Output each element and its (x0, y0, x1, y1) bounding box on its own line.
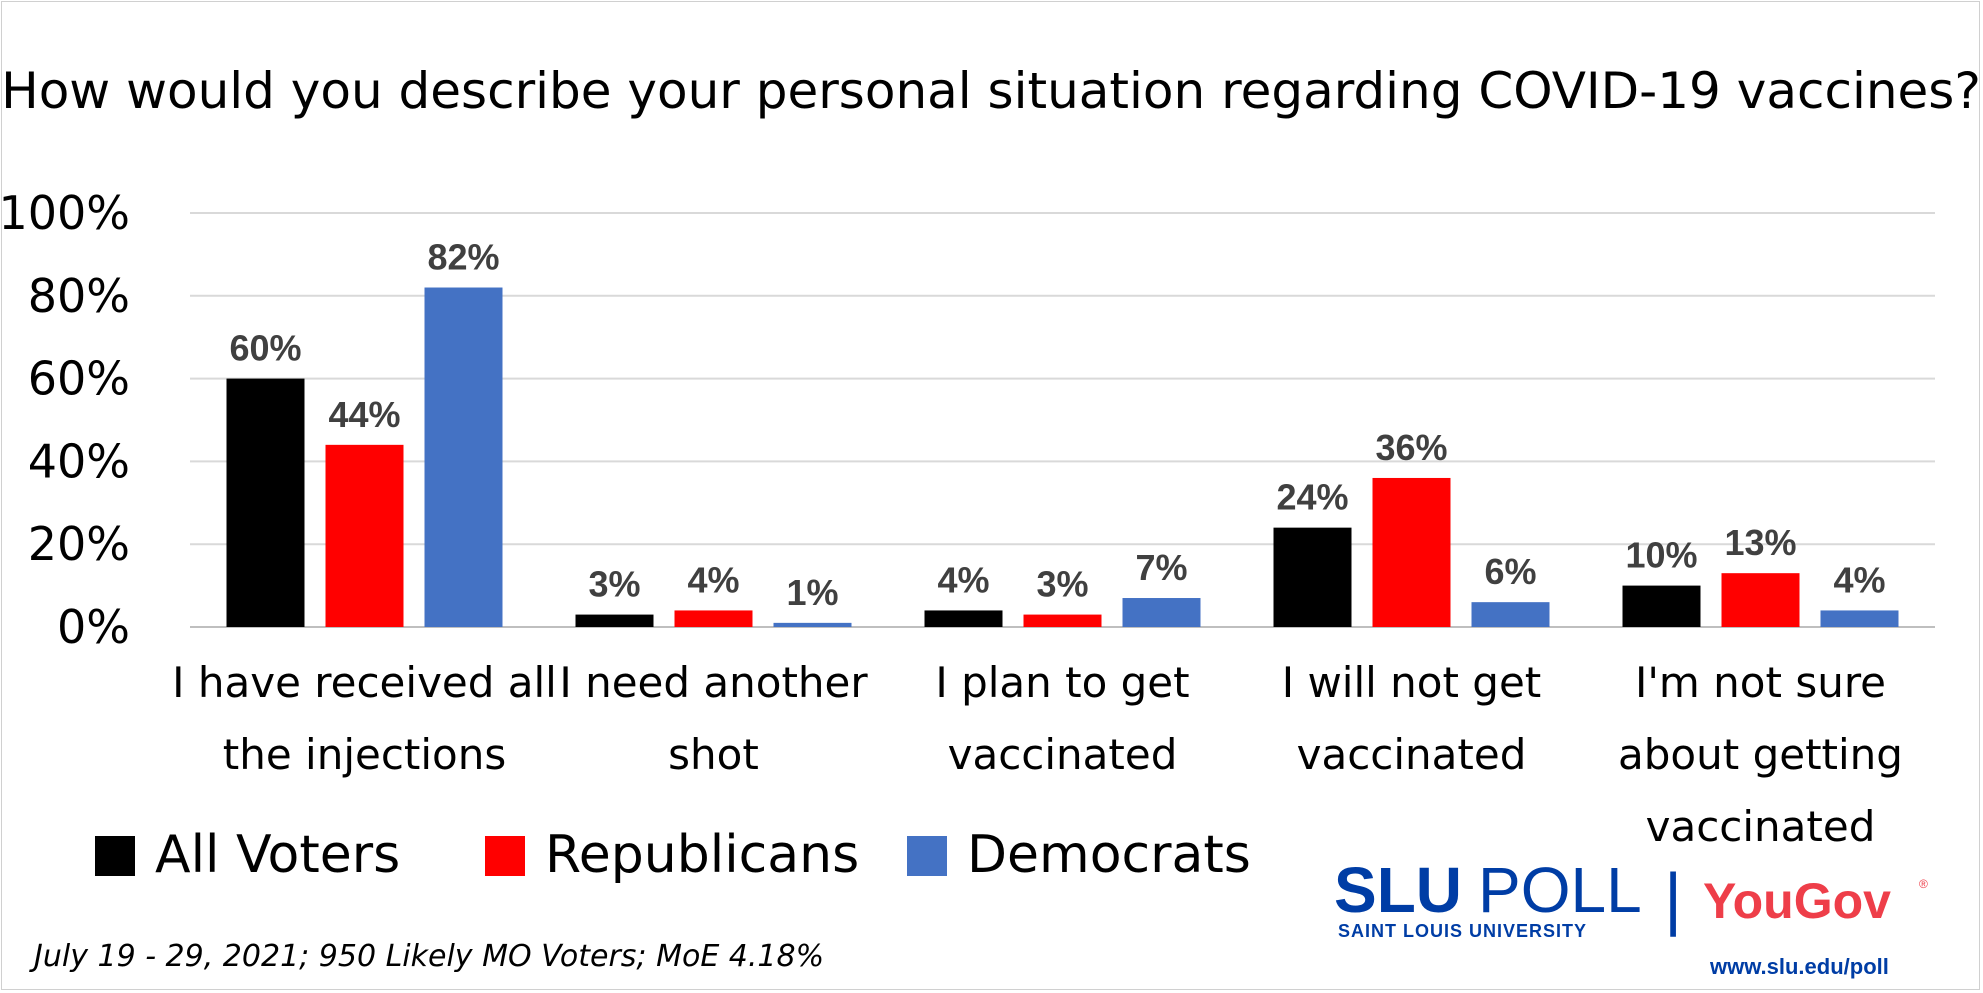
bar (325, 444, 404, 627)
legend: All Voters Republicans Democrats (95, 825, 1251, 885)
bar (424, 287, 503, 627)
slu-subtitle: SAINT LOUIS UNIVERSITY (1338, 921, 1587, 941)
data-label: 1% (786, 572, 838, 613)
legend-label: Republicans (545, 825, 859, 885)
data-label: 4% (687, 559, 739, 600)
logo-divider: | (1664, 859, 1682, 937)
y-tick-label: 40% (28, 434, 130, 488)
data-label: 82% (427, 237, 499, 278)
poll-url: www.slu.edu/poll (1709, 954, 1889, 979)
bar (1023, 614, 1102, 627)
data-label: 36% (1375, 427, 1447, 468)
bar (575, 614, 654, 627)
bar (1820, 610, 1899, 627)
data-label: 24% (1276, 477, 1348, 518)
poll-logo-text: POLL (1478, 854, 1642, 926)
legend-swatch (95, 836, 135, 876)
legend-swatch (907, 836, 947, 876)
bar (1622, 585, 1701, 627)
data-label: 7% (1135, 547, 1187, 588)
y-tick-label: 60% (28, 352, 130, 406)
bar (924, 610, 1003, 627)
bar (1372, 477, 1451, 627)
bar (674, 610, 753, 627)
slu-poll-logo: SLU POLL SAINT LOUIS UNIVERSITY (1334, 854, 1642, 941)
category-label: I need another (559, 658, 868, 707)
data-label: 4% (1833, 559, 1885, 600)
data-label: 4% (937, 559, 989, 600)
y-tick-label: 20% (28, 517, 130, 571)
category-label: shot (668, 730, 759, 779)
legend-swatch (485, 836, 525, 876)
data-label: 60% (229, 328, 301, 369)
data-label: 44% (328, 394, 400, 435)
data-label: 10% (1625, 535, 1697, 576)
bar (1471, 602, 1550, 627)
bar (773, 622, 852, 627)
y-tick-label: 0% (57, 600, 130, 654)
footnote: July 19 - 29, 2021; 950 Likely MO Voters… (29, 939, 824, 974)
category-label: vaccinated (948, 730, 1178, 779)
bar (226, 378, 305, 627)
category-label: I'm not sure (1635, 658, 1886, 707)
slu-logo-text: SLU (1334, 854, 1462, 926)
bar (1273, 527, 1352, 627)
data-labels: 60% 44% 82% 3% 4% 1% 4% 3% 7% 24% 36% 6% 10% 13% 4% (229, 237, 1885, 613)
category-label: I have received all (172, 658, 557, 707)
yougov-logo-text: YouGov (1703, 873, 1891, 929)
category-label: the injections (223, 730, 507, 779)
bars (226, 287, 1899, 627)
y-tick-label: 100% (0, 186, 130, 240)
data-label: 13% (1724, 522, 1796, 563)
legend-label: Democrats (967, 825, 1251, 885)
category-labels: I have received all the injections I need … (172, 658, 1903, 851)
category-label: I plan to get (935, 658, 1189, 707)
category-label: vaccinated (1646, 802, 1876, 851)
bar (1122, 598, 1201, 627)
bar (1721, 573, 1800, 627)
registered-mark-icon: ® (1919, 877, 1928, 891)
category-label: vaccinated (1297, 730, 1527, 779)
data-label: 3% (588, 564, 640, 605)
category-label: I will not get (1282, 658, 1542, 707)
legend-label: All Voters (155, 825, 400, 885)
data-label: 3% (1036, 564, 1088, 605)
category-label: about getting (1618, 730, 1903, 779)
yougov-logo: YouGov ® (1703, 873, 1928, 929)
y-tick-label: 80% (28, 269, 130, 323)
chart-title: How would you describe your personal sit… (1, 62, 1981, 120)
y-axis-ticks: 0% 20% 40% 60% 80% 100% (0, 186, 130, 654)
data-label: 6% (1484, 551, 1536, 592)
